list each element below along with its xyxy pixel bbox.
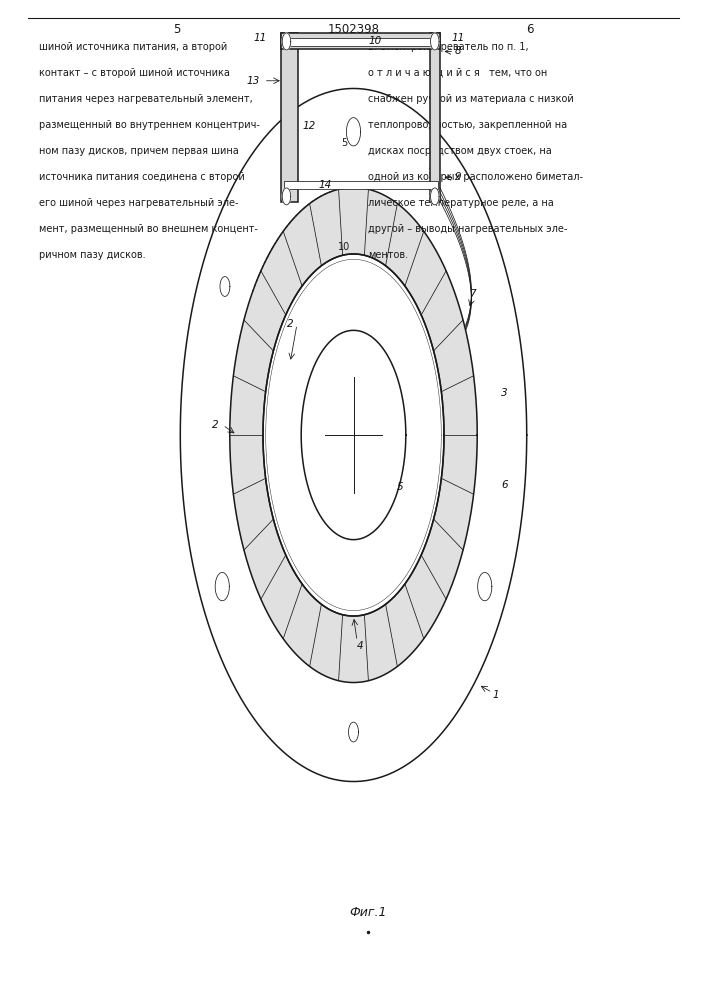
Text: питания через нагревательный элемент,: питания через нагревательный элемент, — [39, 94, 252, 104]
Text: 14: 14 — [319, 180, 332, 190]
Polygon shape — [346, 118, 361, 146]
Text: 11: 11 — [254, 33, 267, 43]
Text: размещенный во внутреннем концентрич-: размещенный во внутреннем концентрич- — [39, 120, 259, 130]
Polygon shape — [431, 188, 439, 205]
Text: 10: 10 — [368, 36, 381, 46]
Text: 11: 11 — [451, 33, 464, 43]
Text: его шиной через нагревательный эле-: его шиной через нагревательный эле- — [39, 198, 238, 208]
Text: 1: 1 — [493, 690, 499, 700]
Bar — [430, 33, 440, 202]
Text: о т л и ч а ю щ и й с я   тем, что он: о т л и ч а ю щ и й с я тем, что он — [368, 68, 547, 78]
Text: 8: 8 — [455, 46, 461, 56]
Bar — [281, 33, 298, 202]
Text: 12: 12 — [303, 121, 315, 131]
Text: ном пазу дисков, причем первая шина: ном пазу дисков, причем первая шина — [39, 146, 239, 156]
Polygon shape — [215, 572, 229, 601]
Polygon shape — [282, 33, 291, 50]
Text: 2: 2 — [212, 420, 219, 430]
Text: 5: 5 — [397, 482, 404, 492]
Text: 2: 2 — [286, 319, 293, 329]
Text: Фиг.1: Фиг.1 — [349, 906, 387, 918]
Text: 4: 4 — [357, 641, 364, 651]
Bar — [284, 181, 438, 189]
Text: 13: 13 — [247, 76, 259, 86]
Polygon shape — [431, 33, 439, 50]
Text: лическое температурное реле, а на: лическое температурное реле, а на — [368, 198, 554, 208]
Bar — [284, 38, 438, 46]
Text: 5: 5 — [341, 138, 347, 148]
Text: 7: 7 — [469, 289, 476, 299]
Text: 9: 9 — [455, 172, 461, 182]
Polygon shape — [263, 254, 444, 616]
Text: контакт – с второй шиной источника: контакт – с второй шиной источника — [39, 68, 230, 78]
Text: ричном пазу дисков.: ричном пазу дисков. — [39, 250, 146, 260]
Text: 6: 6 — [501, 480, 508, 490]
Text: ментов.: ментов. — [368, 250, 408, 260]
Polygon shape — [349, 722, 358, 742]
Bar — [281, 33, 440, 49]
Text: другой – выводы нагревательных эле-: другой – выводы нагревательных эле- — [368, 224, 567, 234]
Text: 1502398: 1502398 — [327, 23, 380, 36]
Polygon shape — [478, 572, 492, 601]
Text: мент, размещенный во внешнем концент-: мент, размещенный во внешнем концент- — [39, 224, 258, 234]
Text: 3: 3 — [501, 388, 508, 398]
Polygon shape — [282, 188, 291, 205]
Text: 6: 6 — [527, 23, 534, 36]
Polygon shape — [301, 330, 406, 540]
Text: теплопроводностью, закрепленной на: теплопроводностью, закрепленной на — [368, 120, 567, 130]
Text: источника питания соединена с второй: источника питания соединена с второй — [39, 172, 245, 182]
Text: шиной источника питания, а второй: шиной источника питания, а второй — [39, 42, 227, 52]
Text: снабжен ручкой из материала с низкой: снабжен ручкой из материала с низкой — [368, 94, 573, 104]
Polygon shape — [230, 187, 477, 683]
Text: 2. Электронагреватель по п. 1,: 2. Электронагреватель по п. 1, — [368, 42, 528, 52]
Polygon shape — [220, 277, 230, 296]
Text: дисках посредством двух стоек, на: дисках посредством двух стоек, на — [368, 146, 551, 156]
Text: 5: 5 — [173, 23, 180, 36]
Text: 10: 10 — [338, 242, 351, 252]
Text: одной из которых расположено биметал-: одной из которых расположено биметал- — [368, 172, 583, 182]
